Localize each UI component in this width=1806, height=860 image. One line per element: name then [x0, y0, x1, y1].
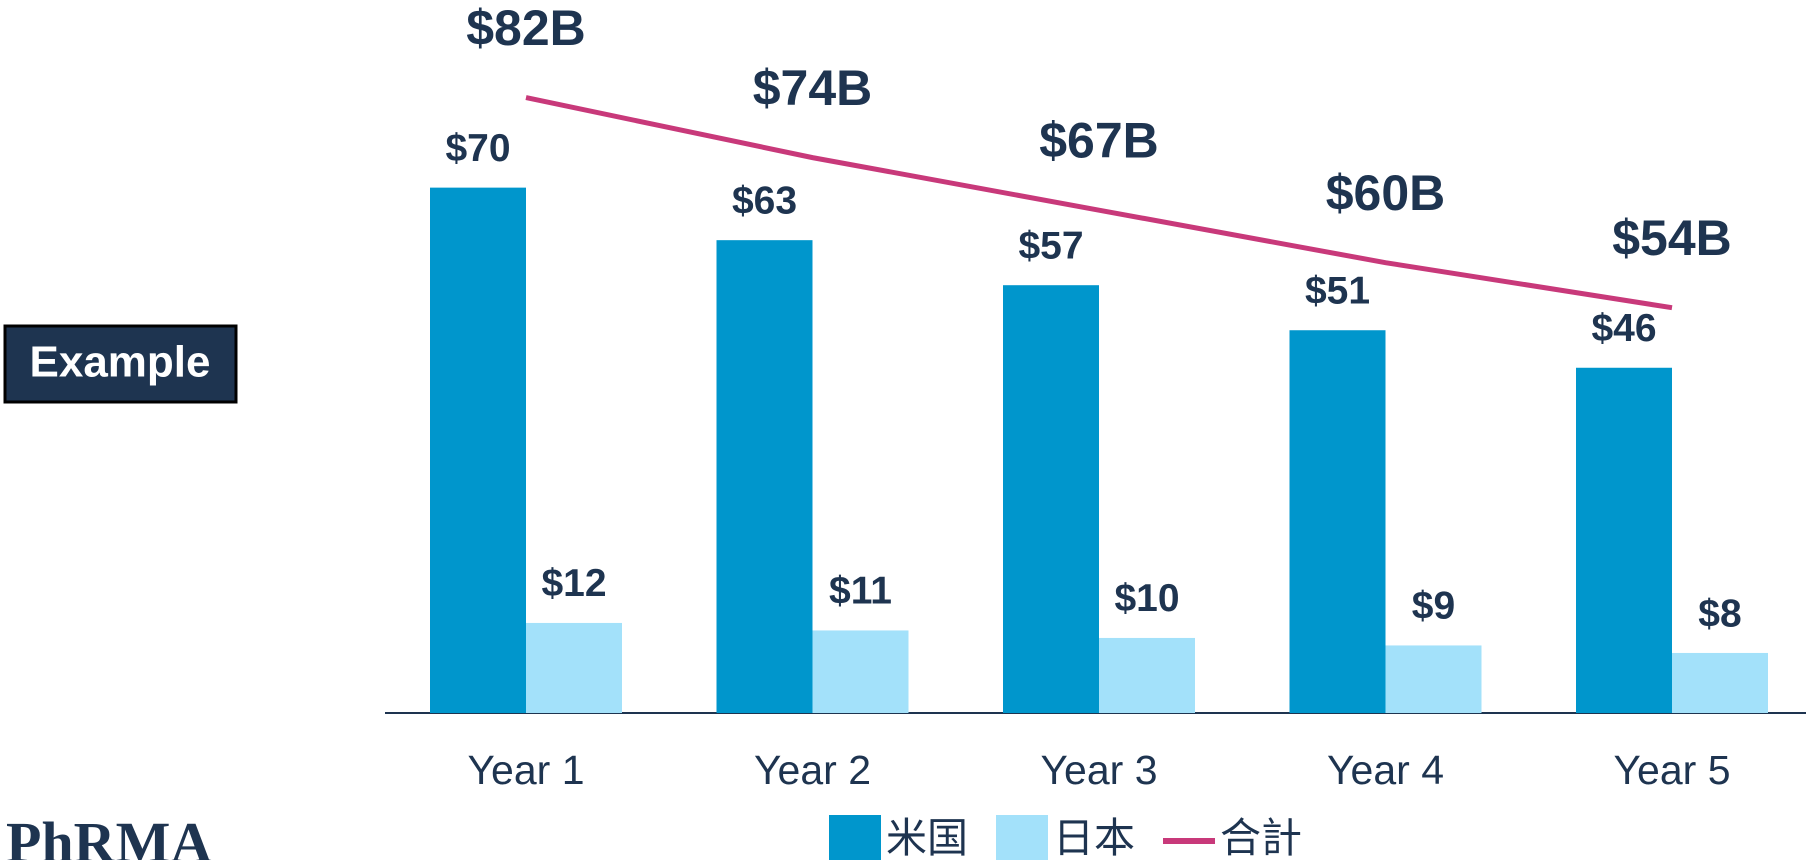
- logo: PhRMA: [6, 810, 212, 860]
- x-tick-label: Year 3: [1040, 747, 1157, 793]
- x-tick-label: Year 2: [754, 747, 871, 793]
- badge: Example: [30, 338, 211, 387]
- legend-label: 合計: [1220, 815, 1302, 860]
- bar: [1003, 285, 1099, 713]
- data-label: $51: [1305, 270, 1370, 313]
- x-tick-label: Year 1: [467, 747, 584, 793]
- legend-label: 米国: [886, 815, 968, 860]
- x-tick-label: Year 4: [1327, 747, 1444, 793]
- line: [525, 95, 1673, 311]
- total-label: $82B: [466, 0, 586, 56]
- bar: [716, 240, 813, 713]
- data-label: $57: [1018, 224, 1083, 267]
- bar: [430, 187, 526, 713]
- bar: [1099, 637, 1195, 713]
- total-label: $74B: [753, 60, 873, 116]
- bar: [1672, 652, 1768, 713]
- data-label: $12: [541, 562, 606, 605]
- data-label: $11: [829, 570, 892, 613]
- bar: [1289, 330, 1386, 713]
- legend-label: 日本: [1053, 815, 1135, 860]
- bar: [1576, 367, 1672, 713]
- badge-box: [3, 324, 238, 404]
- data-label: $70: [445, 127, 510, 170]
- data-label: $10: [1114, 577, 1179, 620]
- bar: [812, 630, 909, 713]
- data-label: $63: [732, 179, 797, 222]
- bar: [526, 622, 622, 713]
- x-tick-label: Year 5: [1613, 747, 1730, 793]
- legend-swatch: [829, 815, 881, 860]
- data-label: $46: [1591, 307, 1656, 350]
- total-label: $67B: [1039, 112, 1159, 168]
- data-label: $8: [1698, 592, 1741, 635]
- legend-swatch: [996, 815, 1048, 860]
- data-label: $9: [1412, 585, 1455, 628]
- bar: [1385, 645, 1482, 713]
- total-label: $60B: [1326, 165, 1446, 221]
- total-label: $54B: [1612, 210, 1732, 266]
